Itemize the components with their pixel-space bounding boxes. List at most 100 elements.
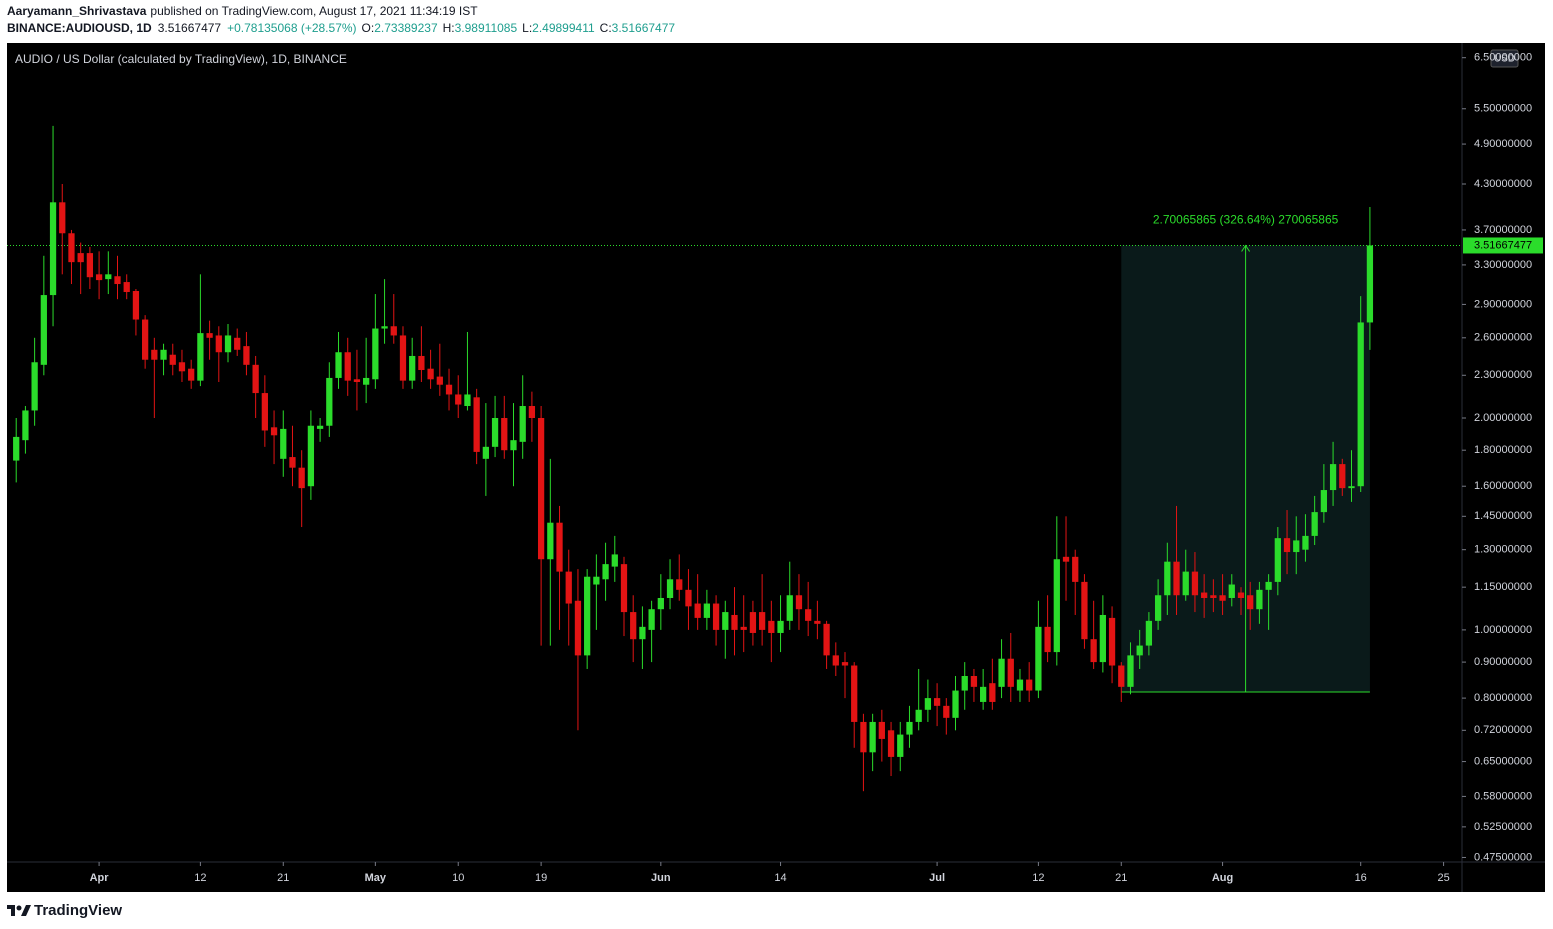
ohlc-value: 3.51667477 (612, 21, 676, 35)
candle-body (703, 603, 711, 618)
candle-body (1118, 665, 1125, 687)
candle-body (1274, 538, 1281, 582)
candle-body (777, 620, 784, 633)
candle-body (491, 417, 499, 447)
x-tick-label: 21 (1115, 872, 1127, 884)
x-tick-label: 14 (774, 872, 786, 884)
candle-body (805, 609, 812, 621)
y-tick-label: 1.80000000 (1474, 444, 1532, 456)
candle-body (537, 417, 545, 560)
candle-body (740, 626, 747, 630)
symbol: BINANCE:AUDIOUSD, 1D (7, 21, 152, 35)
x-tick-label: 19 (535, 872, 547, 884)
candle-body (206, 333, 213, 338)
candle-body (1145, 620, 1153, 646)
y-tick-label: 2.00000000 (1474, 412, 1532, 424)
candle-body (915, 709, 922, 722)
measure-arrowhead (1241, 244, 1251, 252)
candle-body (1293, 540, 1300, 553)
candle-body (1329, 464, 1337, 491)
candle-body (1191, 571, 1199, 596)
y-tick-label: 4.90000000 (1474, 138, 1532, 150)
candle-body (528, 406, 536, 418)
candle-body (1173, 561, 1180, 596)
candle-body (565, 571, 572, 604)
candle-body (86, 253, 94, 278)
x-tick-label: Jul (929, 872, 945, 884)
x-tick-label: Aug (1212, 872, 1233, 884)
candle-body (68, 233, 75, 263)
candle-body (1265, 581, 1272, 590)
candle-body (952, 690, 959, 718)
y-tick-label: 0.90000000 (1474, 656, 1532, 668)
candle-body (989, 683, 996, 702)
candle-body (961, 675, 968, 691)
candle-body (1164, 561, 1171, 596)
x-tick-label: 12 (1032, 872, 1044, 884)
candle-body (639, 626, 646, 640)
y-tick-label: 1.60000000 (1474, 480, 1532, 492)
header-change: +0.78135068 (+28.57%) (227, 21, 356, 35)
ohlc-value: 3.98911085 (455, 21, 518, 35)
candle-body (832, 655, 839, 666)
candle-body (344, 352, 351, 381)
candle-body (188, 368, 195, 381)
candle-body (630, 612, 637, 640)
y-tick-label: 6.50000000 (1474, 52, 1532, 64)
y-tick-label: 3.70000000 (1474, 224, 1532, 236)
x-tick-label: 16 (1355, 872, 1367, 884)
x-tick-label: Jun (651, 872, 671, 884)
candle-body (749, 612, 757, 633)
brand: TradingView (34, 902, 122, 919)
candle-body (758, 612, 766, 630)
candle-body (768, 620, 775, 633)
candle-body (980, 686, 987, 702)
candle-body (114, 276, 121, 285)
candle-body (353, 379, 361, 382)
y-tick-label: 0.58000000 (1474, 790, 1532, 802)
published: published on TradingView.com, August 17,… (150, 4, 478, 18)
candle-body (584, 576, 591, 656)
y-tick-label: 3.30000000 (1474, 259, 1532, 271)
candle-body (998, 658, 1005, 687)
candle-body (676, 579, 683, 590)
candle-body (243, 346, 250, 365)
candle-body (418, 355, 425, 371)
candle-body (611, 554, 618, 567)
price-label: 3.51667477 (1474, 239, 1532, 251)
candle-body (77, 253, 84, 263)
candle-body (1228, 584, 1235, 598)
candle-body (1099, 614, 1106, 663)
y-tick-label: 0.52500000 (1474, 821, 1532, 833)
candle-body (1026, 679, 1033, 691)
y-tick-label: 1.15000000 (1474, 581, 1532, 593)
candle-body (795, 595, 803, 610)
candle-body (1108, 617, 1116, 666)
candle-body (657, 597, 664, 610)
currency: USD (1494, 54, 1515, 65)
candle-body (1062, 556, 1070, 562)
candle-body (1182, 571, 1189, 596)
candle-body (547, 522, 554, 560)
candle-body (335, 352, 342, 378)
candle-body (897, 734, 904, 757)
x-tick-label: 12 (194, 872, 206, 884)
candle-body (381, 326, 388, 329)
ohlc-label: O: (362, 21, 375, 35)
candle-body (363, 377, 370, 385)
candle-body (731, 614, 738, 630)
x-tick-label: 10 (452, 872, 464, 884)
candle-body (399, 335, 407, 381)
candle-body (1348, 486, 1355, 489)
candle-body (482, 446, 489, 459)
candle-body (427, 368, 434, 380)
candle-body (556, 522, 563, 572)
candle-body (22, 410, 29, 441)
candle-body (1256, 589, 1263, 610)
candle-body (869, 721, 876, 753)
candle-body (1081, 581, 1088, 640)
candle-body (215, 335, 222, 353)
candle-body (13, 436, 20, 461)
candle-body (878, 721, 885, 739)
